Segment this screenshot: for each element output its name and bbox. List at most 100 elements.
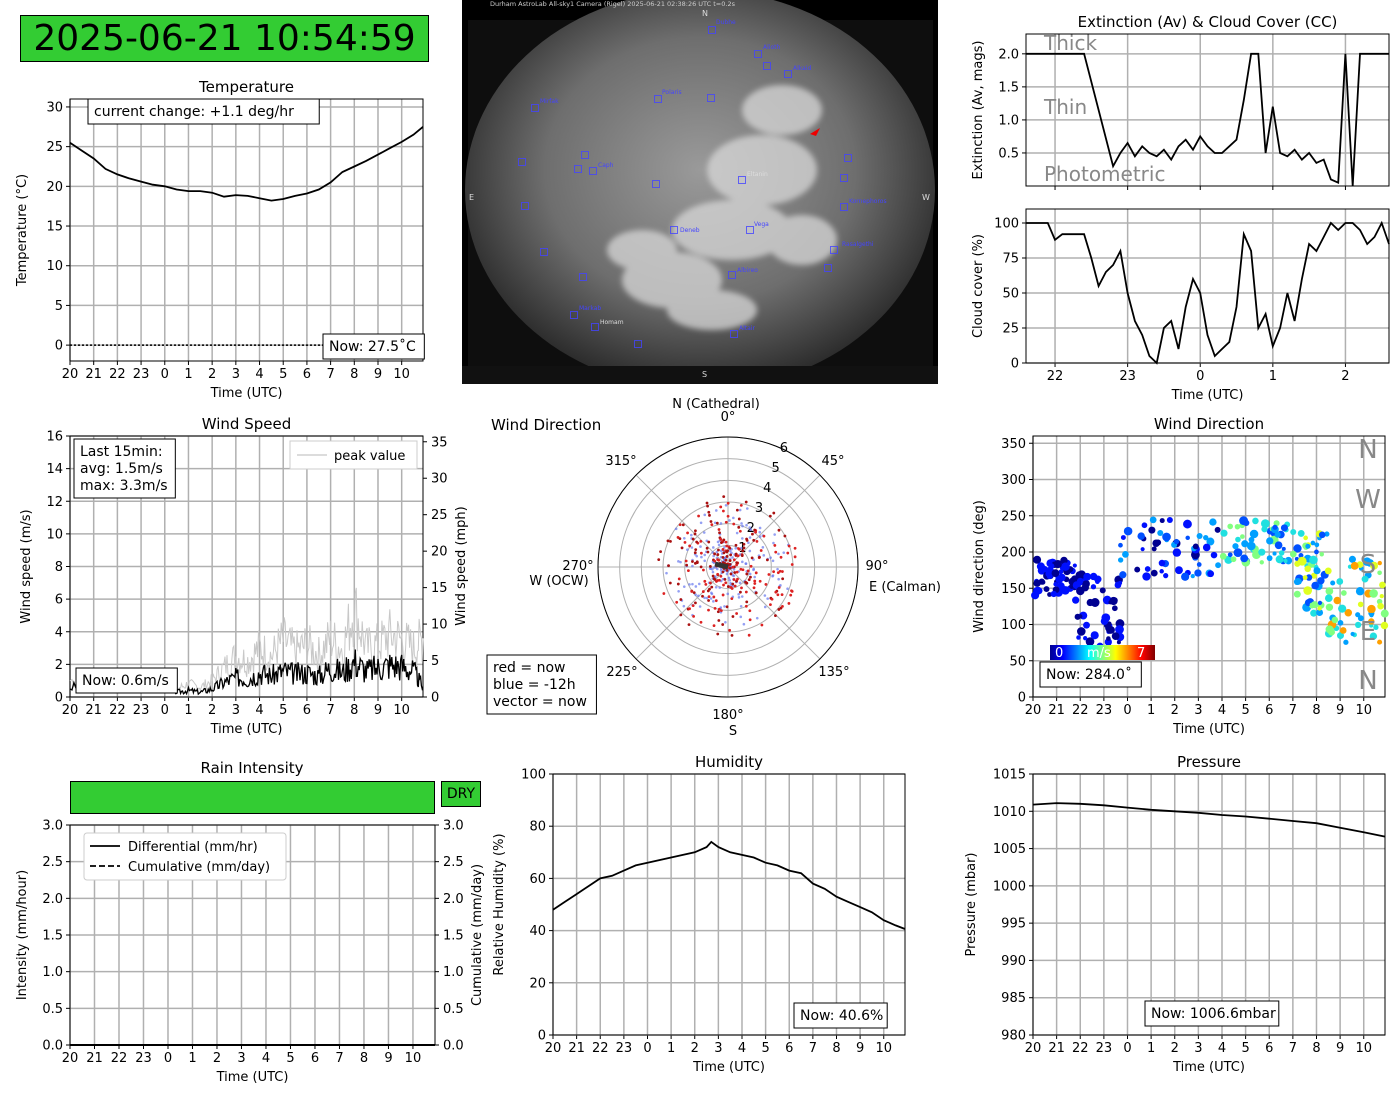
current-wind-point (709, 520, 713, 523)
plot-frame (552, 773, 906, 1036)
past-wind-point (705, 539, 709, 543)
y2-tick-label: 20 (431, 545, 448, 560)
x-tick-label: 4 (255, 703, 263, 718)
wind-direction-point (1140, 547, 1145, 552)
star-marker (518, 158, 526, 166)
y-tick-label: 250 (1001, 509, 1026, 524)
star-marker (574, 165, 582, 173)
wind-direction-point (1314, 542, 1320, 548)
wind-direction-point (1099, 587, 1106, 594)
wind-direction-point (1235, 536, 1241, 543)
current-wind-point (695, 560, 699, 564)
past-wind-point (691, 582, 694, 586)
past-wind-point (680, 546, 684, 550)
wind-direction-point (1041, 566, 1049, 573)
wind-direction-point (1327, 620, 1337, 629)
past-wind-point (722, 550, 726, 553)
past-wind-point (696, 594, 700, 598)
wind-direction-point (1045, 566, 1054, 576)
wind-direction-point (1377, 570, 1382, 576)
wind-direction-point (1085, 637, 1095, 646)
wind-direction-point (1185, 535, 1190, 541)
wind-direction-point (1181, 572, 1190, 581)
wind-direction-point (1061, 559, 1067, 565)
current-wind-point (713, 559, 717, 563)
past-wind-point (724, 567, 728, 571)
wind-direction-point (1077, 627, 1086, 636)
angular-grid-line (635, 474, 729, 568)
wind-direction-point (1264, 520, 1270, 527)
wind-direction-point (1313, 581, 1323, 591)
wind-direction-point (1246, 541, 1256, 551)
current-wind-point (668, 581, 672, 585)
x-tick-label: 5 (279, 367, 287, 382)
current-wind-point (776, 593, 780, 597)
star-marker (540, 248, 548, 256)
wind-direction-point (1269, 535, 1279, 545)
current-wind-point (690, 590, 694, 593)
y-tick-label: 1.0 (42, 965, 63, 980)
direction-west: W (OCW) (529, 574, 588, 589)
camera-west: W (922, 193, 930, 202)
wind-direction-point (1207, 570, 1215, 578)
wind-direction-point (1083, 621, 1090, 629)
past-wind-point (705, 550, 708, 554)
wind-direction-point (1274, 531, 1281, 538)
current-wind-point (706, 550, 710, 554)
current-wind-point (769, 596, 773, 600)
past-wind-point (739, 615, 743, 619)
chart-title: Temperature (198, 78, 294, 96)
past-wind-point (682, 604, 686, 608)
x-tick-label: 22 (592, 1041, 609, 1056)
current-wind-point (719, 609, 723, 612)
legend-label: peak value (334, 449, 405, 464)
angular-grid-line (635, 566, 729, 660)
current-wind-point (721, 623, 725, 626)
current-wind-point (712, 595, 716, 599)
wind-direction-point (1350, 561, 1359, 570)
x-tick-label: 6 (785, 1041, 793, 1056)
star-label: Caph (598, 162, 614, 169)
wind-direction-point (1038, 578, 1045, 585)
y-tick-label: 20 (529, 976, 546, 991)
wind-direction-point (1105, 624, 1112, 632)
past-wind-point (711, 568, 714, 571)
x-tick-label: 22 (1047, 369, 1064, 384)
current-wind-point (777, 528, 781, 532)
x-tick-label: 3 (237, 1051, 245, 1066)
past-wind-point (776, 567, 779, 571)
current-wind-point (732, 558, 736, 562)
wind-direction-point (1240, 554, 1249, 563)
past-wind-point (730, 547, 733, 551)
x-tick-label: 8 (350, 703, 358, 718)
past-wind-point (771, 574, 774, 578)
past-wind-point (744, 562, 748, 565)
current-wind-point (707, 608, 710, 612)
x-tick-label: 5 (279, 703, 287, 718)
past-wind-point (740, 595, 744, 598)
past-wind-point (729, 566, 733, 569)
past-wind-point (748, 549, 752, 553)
wind-direction-point (1108, 600, 1113, 605)
past-wind-point (715, 567, 719, 571)
star-marker (581, 151, 589, 159)
wind-direction-point (1215, 562, 1222, 569)
y-tick-label: 50 (1002, 287, 1019, 302)
current-wind-point (728, 563, 732, 566)
wind-direction-point (1304, 601, 1310, 606)
current-wind-point (702, 568, 705, 572)
y-tick-label: 80 (529, 820, 546, 835)
y-tick-label: 0 (55, 691, 63, 706)
past-wind-point (726, 562, 730, 566)
plot-frame (1032, 435, 1386, 698)
past-wind-point (703, 559, 707, 563)
current-wind-point (721, 548, 725, 551)
past-wind-point (737, 570, 741, 573)
current-wind-point (737, 547, 740, 550)
past-wind-point (719, 549, 723, 553)
wind-direction-point (1159, 518, 1165, 524)
current-wind-point (657, 558, 661, 562)
current-wind-point (714, 599, 718, 603)
wind-stats: avg: 1.5m/s (80, 461, 163, 477)
